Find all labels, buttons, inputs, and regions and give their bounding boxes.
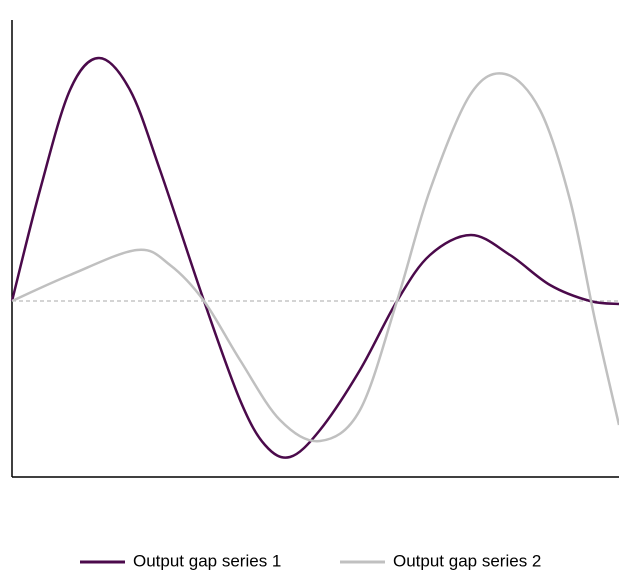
legend-label: Output gap series 1 [133, 551, 281, 570]
series-line [11, 72, 619, 443]
series-line [10, 56, 619, 459]
legend-label: Output gap series 2 [393, 551, 541, 570]
